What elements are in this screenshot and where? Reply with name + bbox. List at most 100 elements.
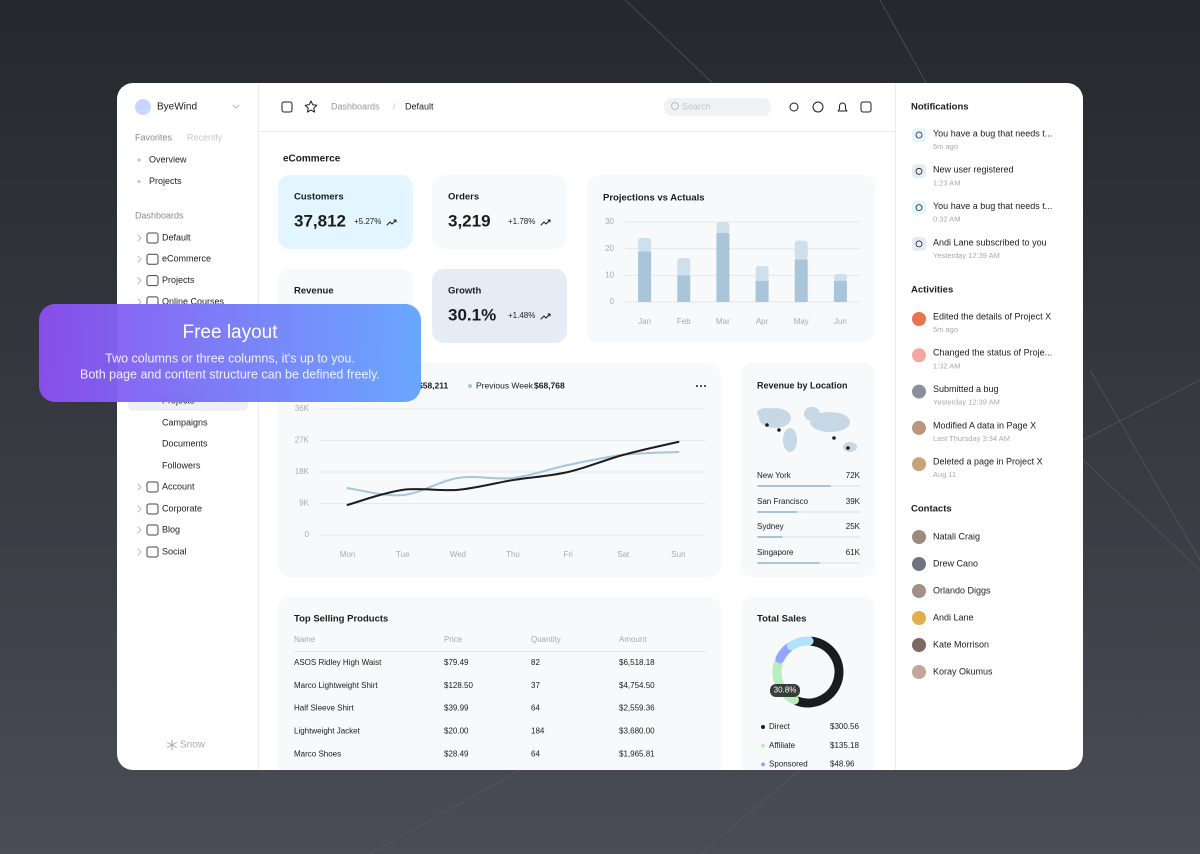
notification-time: 0:32 AM [933, 215, 961, 224]
chevron [137, 255, 142, 263]
notification-icon [912, 128, 926, 142]
stat-label: Growth [448, 286, 481, 297]
donut-segment [786, 636, 814, 651]
activity-text[interactable]: Submitted a bug [933, 384, 999, 394]
search-input[interactable]: Search [682, 101, 711, 111]
more-icon [696, 385, 698, 387]
contact-name[interactable]: Kate Morrison [933, 639, 989, 649]
breadcrumb[interactable]: Dashboards [331, 101, 380, 111]
nav-item[interactable]: Online Courses [162, 296, 225, 306]
contact-name[interactable]: Koray Okumus [933, 666, 993, 676]
table-cell: 184 [531, 727, 545, 736]
chart-title: Total Sales [757, 614, 806, 625]
avatar [912, 384, 926, 399]
header-border [259, 131, 895, 132]
table-cell: 64 [531, 749, 540, 758]
nav-item[interactable]: Account [162, 481, 195, 491]
nav-item[interactable]: Projects [149, 176, 182, 186]
bar [757, 536, 783, 538]
activity-time: 1:32 AM [933, 361, 961, 370]
map-pin [832, 436, 836, 440]
notification-time: 5m ago [933, 142, 958, 151]
legend-dot [761, 725, 765, 729]
nav-item[interactable]: eCommerce [162, 254, 211, 264]
notification-icon [912, 164, 926, 179]
chevron [137, 526, 142, 534]
tab[interactable]: Recently [187, 132, 223, 142]
table-cell: Marco Lightweight Shirt [294, 681, 378, 690]
table-cell: 82 [531, 658, 540, 667]
chart-title: Projections vs Actuals [603, 193, 705, 204]
tab[interactable]: Favorites [135, 132, 173, 142]
chevron [232, 104, 240, 109]
panel-title: Activities [911, 285, 953, 296]
trend-icon [386, 219, 397, 226]
nav-item[interactable]: Corporate [162, 503, 202, 513]
location-value: 25K [846, 522, 861, 531]
notification-text[interactable]: New user registered [933, 165, 1014, 175]
notification-text[interactable]: You have a bug that needs t... [933, 201, 1052, 211]
right-panel-border [895, 83, 896, 770]
stat-card [432, 175, 567, 249]
bar [638, 251, 652, 302]
legend-label: Sponsored [769, 760, 808, 769]
table-cell: $128.50 [444, 681, 473, 690]
y-tick-label: 18K [295, 467, 310, 476]
notification-text[interactable]: Andi Lane subscribed to you [933, 237, 1047, 247]
notification-glyph [915, 131, 923, 139]
chart-card [278, 363, 721, 577]
activity-text[interactable]: Edited the details of Project X [933, 311, 1051, 321]
contact-name[interactable]: Natali Craig [933, 531, 980, 541]
nav-item[interactable]: Followers [162, 460, 201, 470]
contact-name[interactable]: Orlando Diggs [933, 585, 991, 595]
bg-line [1089, 369, 1200, 561]
nav-item[interactable]: Documents [162, 438, 208, 448]
activity-text[interactable]: Deleted a page in Project X [933, 457, 1043, 467]
activity-text[interactable]: Changed the status of Proje... [933, 348, 1052, 358]
notification-text[interactable]: You have a bug that needs t... [933, 128, 1052, 138]
nav-item[interactable]: Default [162, 232, 191, 242]
nav-item[interactable]: Social [162, 546, 187, 556]
table-cell: Half Sleeve Shirt [294, 704, 354, 713]
x-tick-label: Mon [340, 550, 356, 559]
y-tick-label: 30 [605, 217, 614, 226]
contact-name[interactable]: Andi Lane [933, 612, 974, 622]
location-value: 61K [846, 548, 861, 557]
avatar [912, 611, 926, 625]
x-tick-label: Tue [396, 550, 410, 559]
x-tick-label: Thu [506, 550, 520, 559]
bg-line [879, 0, 931, 91]
icon-star [304, 100, 318, 113]
y-tick-label: 10 [605, 270, 614, 279]
legend-label: Previous Week [476, 380, 534, 390]
breadcrumb[interactable]: Default [405, 101, 434, 111]
table-cell: $79.49 [444, 658, 469, 667]
nav-item[interactable]: Overview [149, 154, 187, 164]
icon-panel [860, 101, 872, 113]
section-title: Dashboards [135, 210, 184, 220]
chevron [137, 298, 142, 306]
map-pin [777, 428, 781, 432]
table-cell: $1,965.81 [619, 749, 655, 758]
notification-time: Yesterday 12:39 AM [933, 251, 1000, 260]
activity-time: Aug 11 [933, 470, 956, 479]
bar [794, 259, 808, 302]
contact-name[interactable]: Drew Cano [933, 558, 978, 568]
column-header: Name [294, 635, 316, 644]
user-name[interactable]: ByeWind [157, 102, 197, 113]
nav-icon [146, 481, 159, 493]
bar [757, 562, 820, 564]
nav-item[interactable]: Projects [162, 275, 195, 285]
panel-title: Contacts [911, 504, 952, 515]
nav-item[interactable]: Campaigns [162, 417, 208, 427]
legend-dot [761, 762, 765, 767]
nav-icon [146, 275, 159, 287]
app-window: ByeWind Favorites Recently Overview Projects… [117, 83, 1083, 770]
bar [794, 240, 808, 260]
activity-time: Yesterday 12:39 AM [933, 398, 1000, 407]
nav-item[interactable]: Blog [162, 524, 180, 534]
activity-text[interactable]: Modified A data in Page X [933, 420, 1036, 430]
stat-label: Orders [448, 192, 479, 203]
nav-icon [146, 524, 159, 536]
nav-item[interactable]: Projects [162, 395, 195, 405]
